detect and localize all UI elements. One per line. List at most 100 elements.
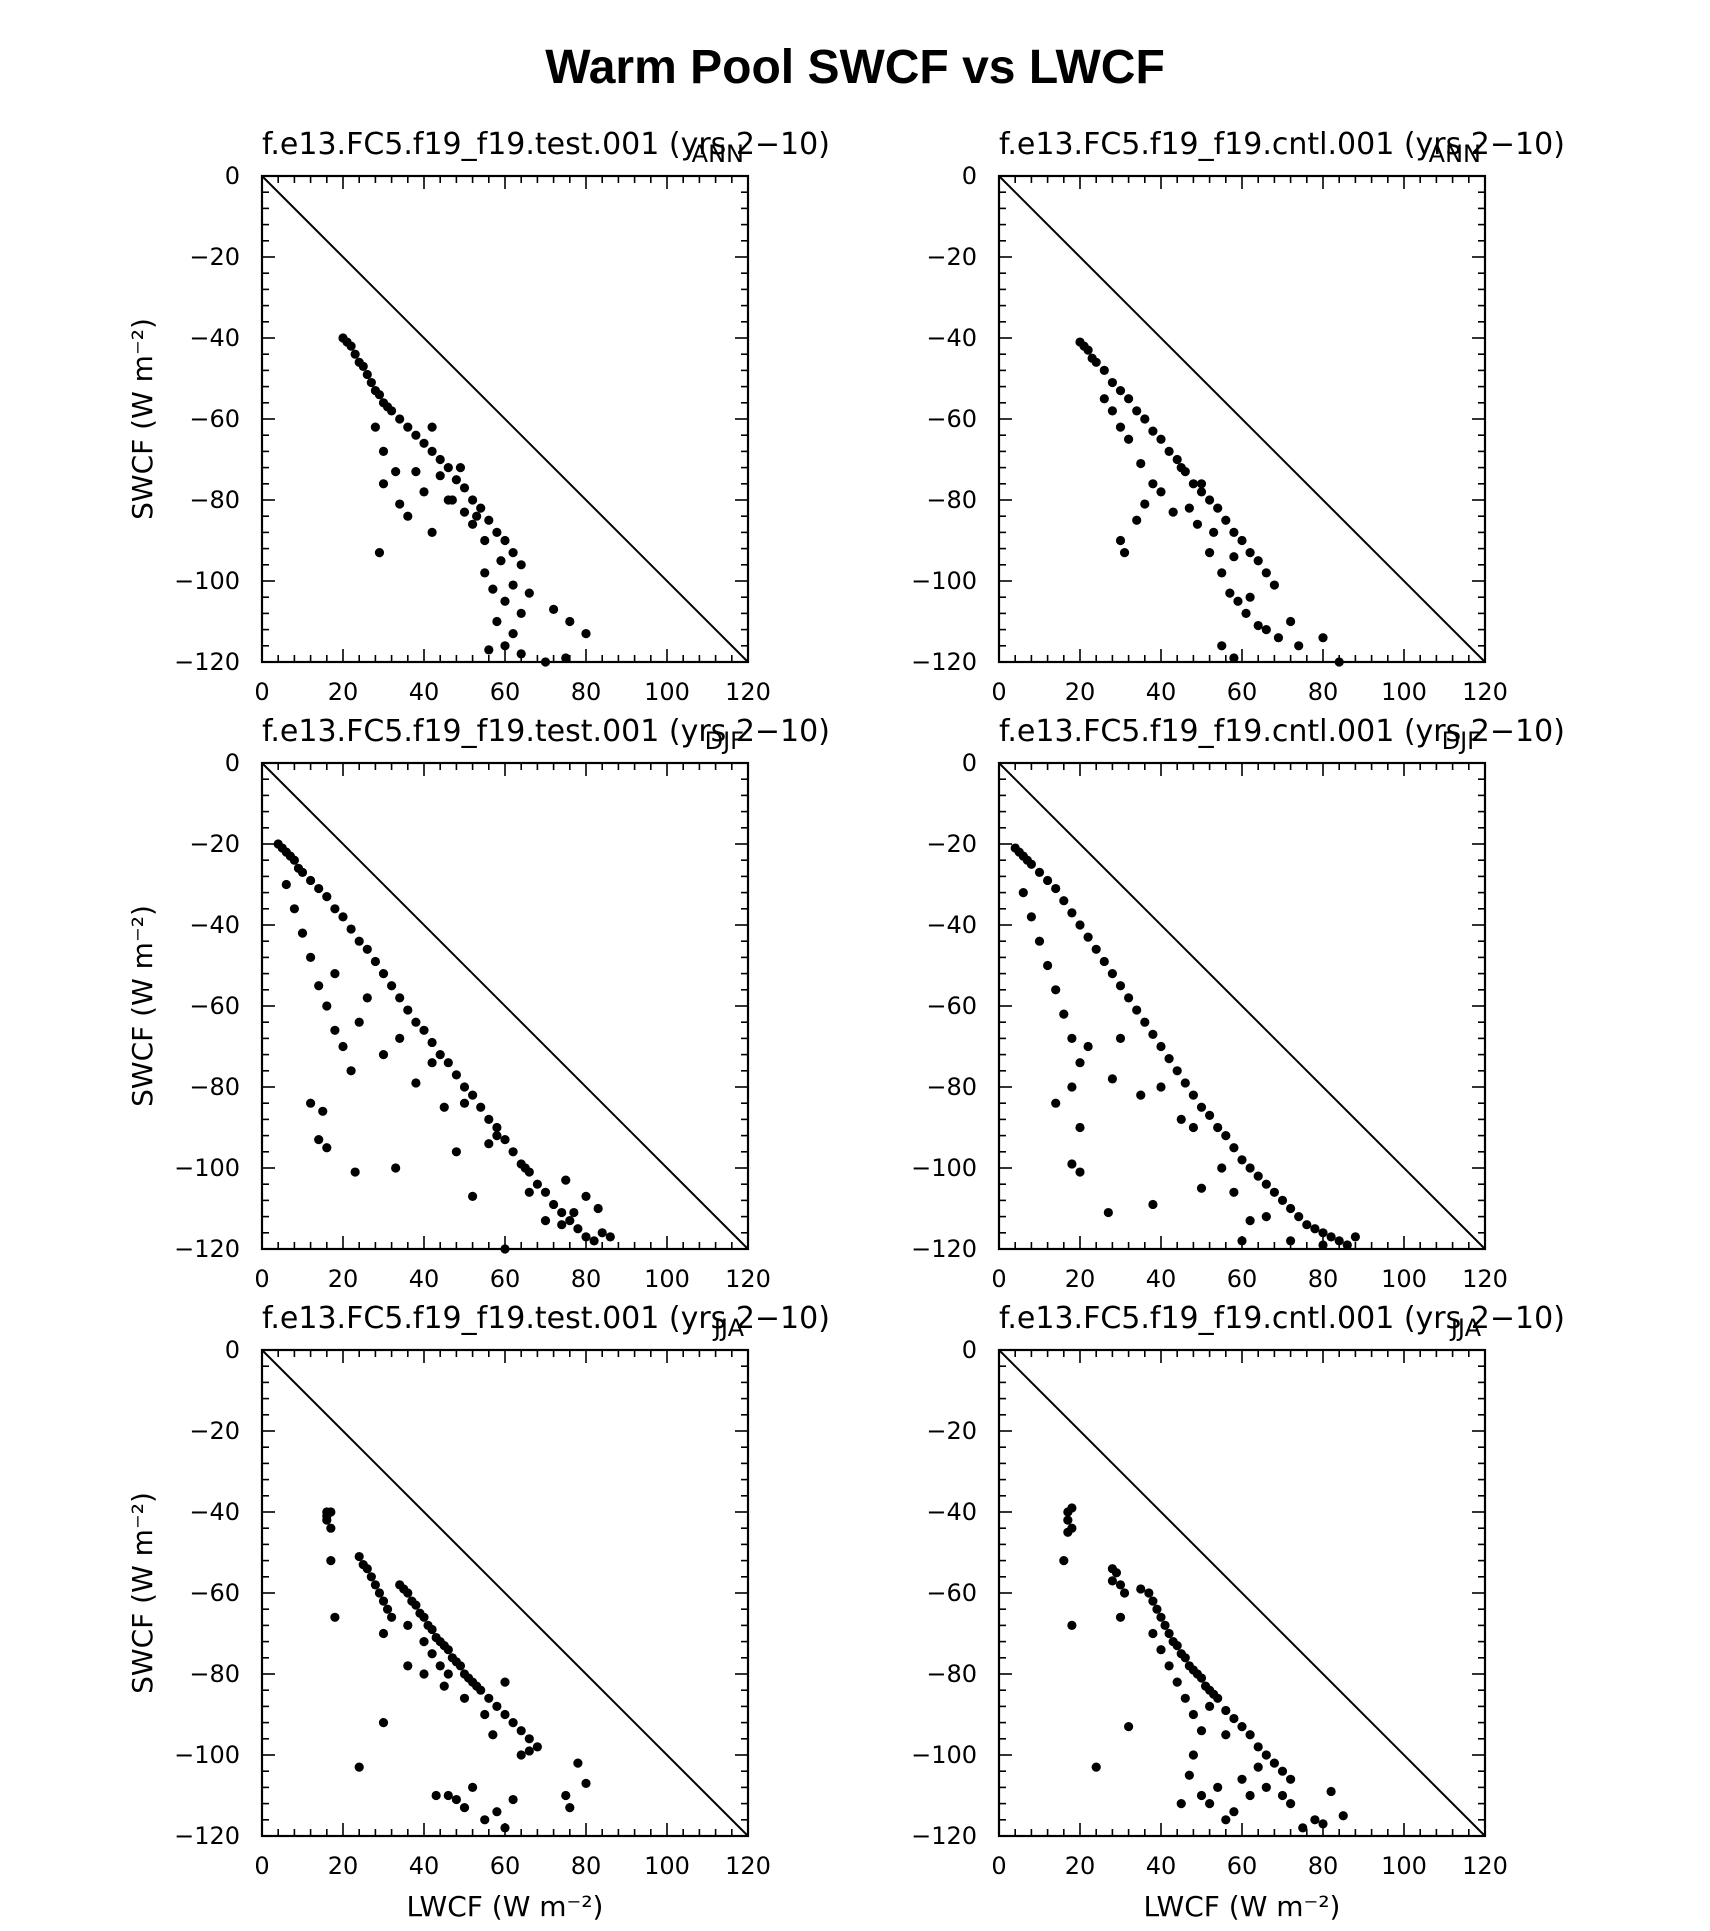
data-point [565, 1216, 575, 1226]
data-point [378, 1050, 389, 1060]
data-point [306, 875, 316, 886]
season-label: ANN [1429, 140, 1481, 168]
data-point [443, 1669, 453, 1679]
data-point [561, 1175, 571, 1185]
data-point [1067, 1082, 1077, 1092]
data-point [492, 527, 502, 538]
data-point [1164, 446, 1174, 456]
data-point [581, 629, 591, 639]
data-point [540, 1216, 551, 1226]
data-point [297, 867, 308, 877]
season-label: DJF [1442, 727, 1481, 755]
data-point [362, 944, 372, 954]
data-point [1188, 1122, 1198, 1133]
data-point [1067, 1159, 1077, 1169]
data-point [1067, 1033, 1077, 1043]
panel-title: f.e13.FC5.f19_f19.test.001 (yrs 2−10) [262, 1301, 830, 1336]
data-point [395, 993, 405, 1003]
data-point [326, 1523, 336, 1533]
data-point [549, 1199, 559, 1210]
y-tick-label: 0 [225, 749, 240, 777]
data-point [403, 511, 413, 521]
data-point [1253, 1762, 1263, 1772]
data-point [374, 1588, 385, 1598]
data-point [1217, 568, 1227, 578]
data-point [1140, 499, 1150, 509]
data-point [1148, 479, 1158, 489]
data-point [1115, 981, 1126, 991]
data-point [419, 487, 429, 497]
data-point [1245, 1163, 1255, 1173]
data-point [378, 1628, 389, 1639]
data-point [1124, 434, 1134, 444]
data-points [322, 1507, 591, 1833]
data-point [1229, 552, 1239, 562]
x-axis-label: LWCF (W m⁻²) [1144, 1890, 1341, 1923]
data-point [451, 1794, 461, 1805]
data-point [1067, 908, 1077, 918]
data-point [419, 1025, 429, 1035]
y-tick-label: −80 [926, 1660, 977, 1688]
data-point [362, 1564, 372, 1574]
data-point [1051, 985, 1061, 995]
data-point [1261, 568, 1271, 578]
x-tick-label: 120 [725, 678, 771, 706]
data-point [1205, 495, 1215, 505]
data-point [459, 1098, 470, 1108]
data-point [1148, 1199, 1158, 1210]
panel-title: f.e13.FC5.f19_f19.cntl.001 (yrs 2−10) [999, 1301, 1565, 1336]
data-point [1286, 616, 1296, 627]
y-tick-label: −80 [926, 486, 977, 514]
data-point [516, 608, 526, 619]
x-tick-label: 120 [725, 1265, 771, 1293]
data-point [1172, 454, 1182, 465]
data-point [1172, 1066, 1182, 1076]
data-point [378, 1596, 389, 1606]
y-axis-label: SWCF (W m⁻²) [126, 1492, 159, 1694]
data-point [1164, 1661, 1174, 1671]
data-point [1172, 1677, 1182, 1687]
data-point [476, 1102, 486, 1112]
data-point [1229, 653, 1239, 663]
data-points [273, 839, 615, 1254]
data-point [1237, 1236, 1247, 1246]
data-point [1115, 535, 1126, 546]
data-point [532, 1179, 543, 1189]
data-point [565, 616, 575, 627]
data-point [1148, 426, 1158, 436]
data-point [468, 519, 478, 529]
y-tick-label: 0 [225, 1336, 240, 1364]
reference-line [998, 762, 1486, 1250]
y-tick-label: −20 [926, 1417, 977, 1445]
x-tick-label: 100 [644, 678, 690, 706]
data-point [427, 1058, 437, 1068]
data-point [362, 369, 372, 380]
data-points [1010, 843, 1360, 1250]
data-point [484, 1139, 494, 1149]
data-point [508, 629, 518, 639]
x-tick-label: 40 [1146, 1852, 1177, 1880]
data-point [500, 535, 510, 546]
data-point [561, 1790, 571, 1801]
data-point [443, 1790, 453, 1801]
data-point [1221, 1131, 1231, 1141]
data-point [1180, 1693, 1190, 1703]
data-point [1124, 993, 1134, 1003]
x-tick-label: 20 [328, 678, 359, 706]
x-tick-label: 0 [991, 1265, 1006, 1293]
data-point [1310, 1224, 1320, 1234]
data-point [318, 1106, 328, 1116]
data-point [1245, 1790, 1255, 1801]
scatter-panel-ann-cntl: 0 20 40 60 80 100 120 0 −20 −40 −60 −80 −100 −120 f.e1… [911, 127, 1565, 706]
x-tick-label: 60 [490, 1852, 521, 1880]
data-point [480, 1709, 490, 1720]
data-point [362, 993, 372, 1003]
data-point [346, 341, 356, 351]
data-point [516, 560, 526, 570]
data-point [484, 1693, 494, 1703]
data-point [484, 645, 494, 655]
data-point [1164, 1628, 1174, 1639]
data-point [1209, 527, 1219, 538]
x-tick-label: 40 [409, 1852, 440, 1880]
data-point [370, 956, 380, 967]
